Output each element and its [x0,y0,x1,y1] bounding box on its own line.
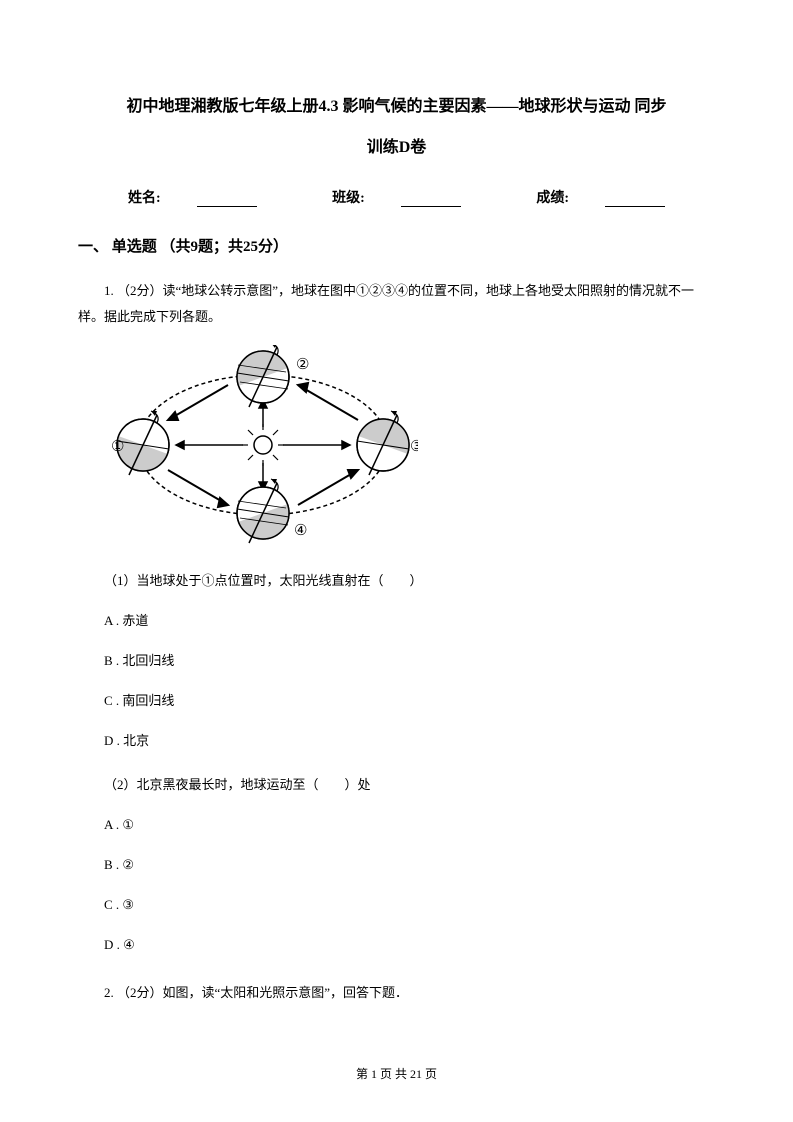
q1-opt-c1: C . 南回归线 [104,688,715,714]
info-row: 姓名: 班级: 成绩: [78,187,715,207]
q1-opt-d1: D . 北京 [104,728,715,754]
label-4: ④ [294,523,307,539]
label-2: ② [296,357,309,373]
q1-opt-b2: B . ② [104,852,715,878]
label-1: ① [111,439,124,455]
q1-opt-c2: C . ③ [104,892,715,918]
title-line2: 训练D卷 [78,133,715,157]
section-header: 一、 单选题 （共9题；共25分） [78,235,715,256]
score-field: 成绩: [518,191,683,206]
question-2-text: 2. （2分）如图，读“太阳和光照示意图”，回答下题． [78,980,715,1006]
q1-opt-d2: D . ④ [104,932,715,958]
q1-opt-a1: A . 赤道 [104,608,715,634]
q1-sub2: （2）北京黑夜最长时，地球运动至（ ）处 [104,772,715,798]
class-field: 班级: [314,191,479,206]
page-footer: 第 1 页 共 21 页 [0,1065,793,1082]
q1-opt-b1: B . 北回归线 [104,648,715,674]
name-field: 姓名: [110,191,275,206]
label-3: ③ [410,439,418,455]
q1-opt-a2: A . ① [104,812,715,838]
earth-orbit-diagram: ① ② ③ ④ [108,345,715,550]
question-1-text: 1. （2分）读“地球公转示意图”，地球在图中①②③④的位置不同，地球上各地受太… [78,278,715,330]
q1-sub1: （1）当地球处于①点位置时，太阳光线直射在（ ） [104,568,715,594]
title-line1: 初中地理湘教版七年级上册4.3 影响气候的主要因素——地球形状与运动 同步 [78,95,715,119]
